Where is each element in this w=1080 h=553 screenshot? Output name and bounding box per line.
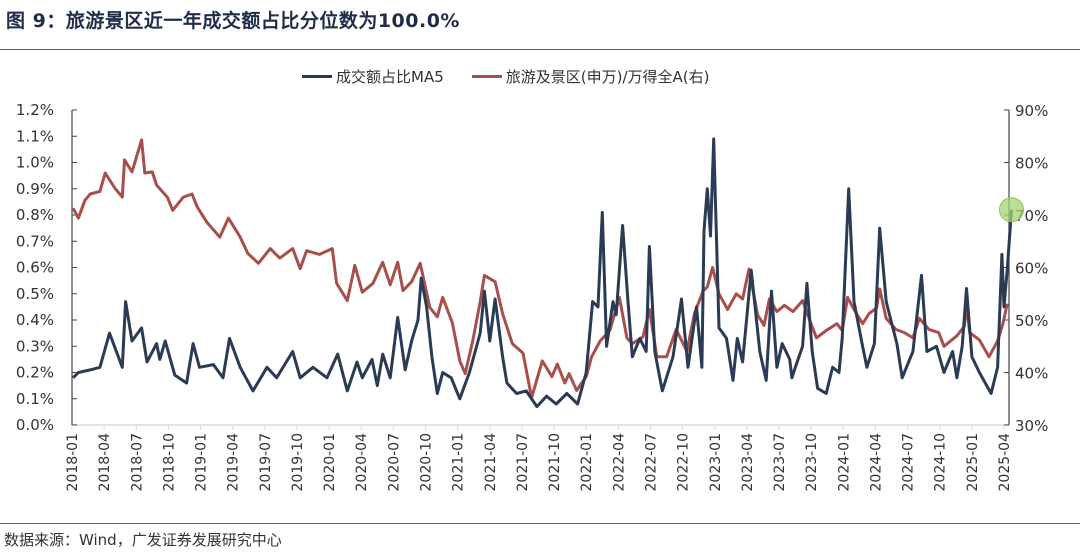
y-left-tick-label: 0.9% bbox=[16, 180, 54, 198]
chart-legend: 成交额占比MA5 旅游及景区(申万)/万得全A(右) bbox=[302, 66, 709, 87]
y-left-tick-label: 0.6% bbox=[16, 259, 54, 277]
x-tick-label: 2018-01 bbox=[65, 433, 81, 492]
x-tick-label: 2023-01 bbox=[708, 433, 724, 492]
x-tick-label: 2022-10 bbox=[676, 433, 692, 492]
footer-divider bbox=[0, 523, 1080, 524]
y-left-tick-label: 0.7% bbox=[16, 232, 54, 250]
y-left-tick-label: 0.3% bbox=[16, 337, 54, 355]
x-tick-label: 2024-01 bbox=[836, 433, 852, 492]
source-note: 数据来源：Wind，广发证券发展研究中心 bbox=[4, 531, 282, 549]
y-left-tick-label: 0.1% bbox=[16, 390, 54, 408]
y-right-tick-label: 50% bbox=[1015, 312, 1048, 330]
x-tick-label: 2020-10 bbox=[419, 433, 435, 492]
x-tick-label: 2024-04 bbox=[868, 433, 884, 492]
x-tick-label: 2019-07 bbox=[258, 433, 274, 492]
y-right-tick-label: 80% bbox=[1015, 155, 1048, 173]
legend-swatch-ma5 bbox=[302, 75, 332, 78]
y-right-tick-label: 40% bbox=[1015, 365, 1048, 383]
x-tick-label: 2025-01 bbox=[965, 433, 981, 492]
x-tick-label: 2019-10 bbox=[290, 433, 306, 492]
x-tick-label: 2021-10 bbox=[547, 433, 563, 492]
x-tick-label: 2018-10 bbox=[161, 433, 177, 492]
legend-label-ma5: 成交额占比MA5 bbox=[336, 68, 444, 86]
x-tick-label: 2025-04 bbox=[997, 433, 1013, 492]
x-tick-label: 2018-07 bbox=[129, 433, 145, 492]
chart-title: 图 9：旅游景区近一年成交额占比分位数为100.0% bbox=[6, 10, 460, 32]
y-right-tick-label: 30% bbox=[1015, 417, 1048, 435]
x-tick-label: 2024-07 bbox=[901, 433, 917, 492]
x-tick-label: 2022-01 bbox=[579, 433, 595, 492]
y-right-tick-label: 60% bbox=[1015, 260, 1048, 278]
y-left-tick-label: 1.1% bbox=[16, 127, 54, 145]
x-tick-label: 2022-07 bbox=[643, 433, 659, 492]
y-left-tick-label: 1.2% bbox=[16, 101, 54, 119]
x-tick-label: 2020-07 bbox=[386, 433, 402, 492]
x-tick-label: 2020-01 bbox=[322, 433, 338, 492]
x-tick-label: 2023-04 bbox=[740, 433, 756, 492]
y-right-tick-label: 90% bbox=[1015, 102, 1048, 120]
x-tick-label: 2021-04 bbox=[483, 433, 499, 492]
x-tick-label: 2020-04 bbox=[354, 433, 370, 492]
legend-item-ma5: 成交额占比MA5 bbox=[302, 66, 444, 87]
x-tick-label: 2019-04 bbox=[226, 433, 242, 492]
legend-swatch-ratio bbox=[471, 75, 502, 78]
x-tick-label: 2018-04 bbox=[97, 433, 113, 492]
y-left-tick-label: 0.4% bbox=[16, 311, 54, 329]
x-tick-label: 2023-07 bbox=[772, 433, 788, 492]
x-tick-label: 2024-10 bbox=[933, 433, 949, 492]
y-left-tick-label: 0.0% bbox=[16, 416, 54, 434]
legend-item-ratio: 旅游及景区(申万)/万得全A(右) bbox=[471, 66, 710, 87]
y-left-tick-label: 0.5% bbox=[16, 285, 54, 303]
y-left-tick-label: 0.2% bbox=[16, 364, 54, 382]
x-tick-label: 2021-01 bbox=[451, 433, 467, 492]
y-left-tick-label: 0.8% bbox=[16, 206, 54, 224]
y-left-tick-label: 1.0% bbox=[16, 154, 54, 172]
legend-label-ratio: 旅游及景区(申万)/万得全A(右) bbox=[505, 68, 710, 86]
series-line-ratio bbox=[71, 138, 1009, 400]
series-line-ma5 bbox=[72, 137, 1013, 409]
x-tick-label: 2021-07 bbox=[515, 433, 531, 492]
title-divider bbox=[0, 49, 1080, 50]
x-tick-label: 2022-04 bbox=[611, 433, 627, 492]
x-tick-label: 2019-01 bbox=[194, 433, 210, 492]
highlight-marker bbox=[998, 197, 1024, 223]
x-tick-label: 2023-10 bbox=[804, 433, 820, 492]
